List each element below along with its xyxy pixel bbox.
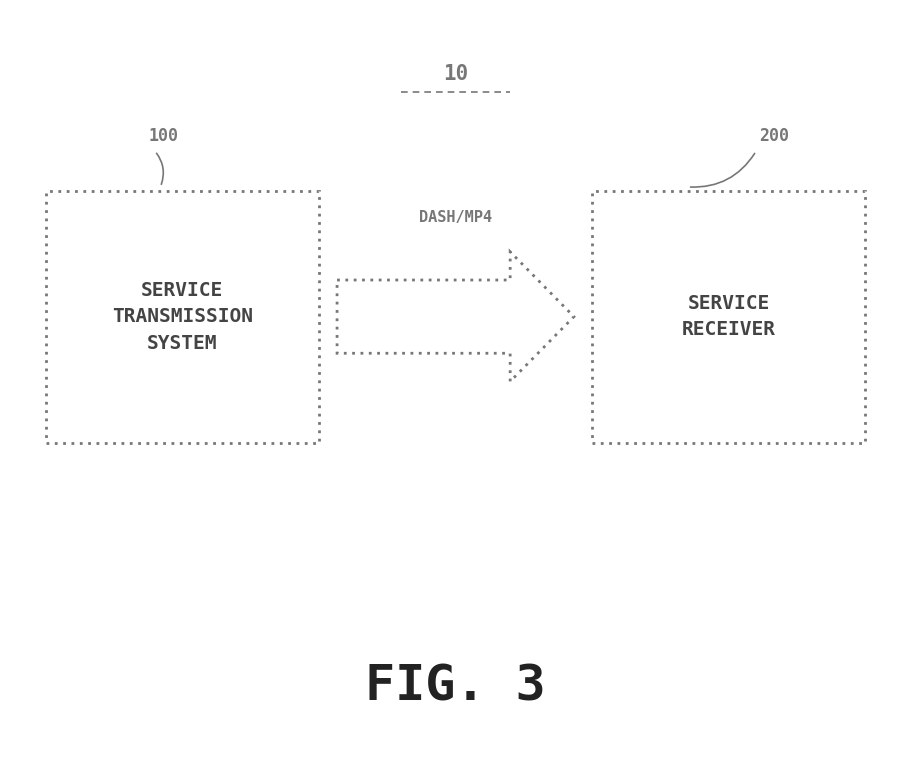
Text: 200: 200 bbox=[760, 127, 789, 145]
Text: 100: 100 bbox=[149, 127, 179, 145]
Text: FIG. 3: FIG. 3 bbox=[365, 663, 546, 710]
Polygon shape bbox=[337, 252, 574, 382]
Text: SERVICE
TRANSMISSION
SYSTEM: SERVICE TRANSMISSION SYSTEM bbox=[112, 281, 252, 353]
Text: DASH/MP4: DASH/MP4 bbox=[419, 210, 492, 225]
Bar bbox=[592, 191, 865, 443]
Text: 10: 10 bbox=[443, 64, 468, 84]
Text: SERVICE
RECEIVER: SERVICE RECEIVER bbox=[681, 294, 776, 340]
Bar bbox=[46, 191, 319, 443]
